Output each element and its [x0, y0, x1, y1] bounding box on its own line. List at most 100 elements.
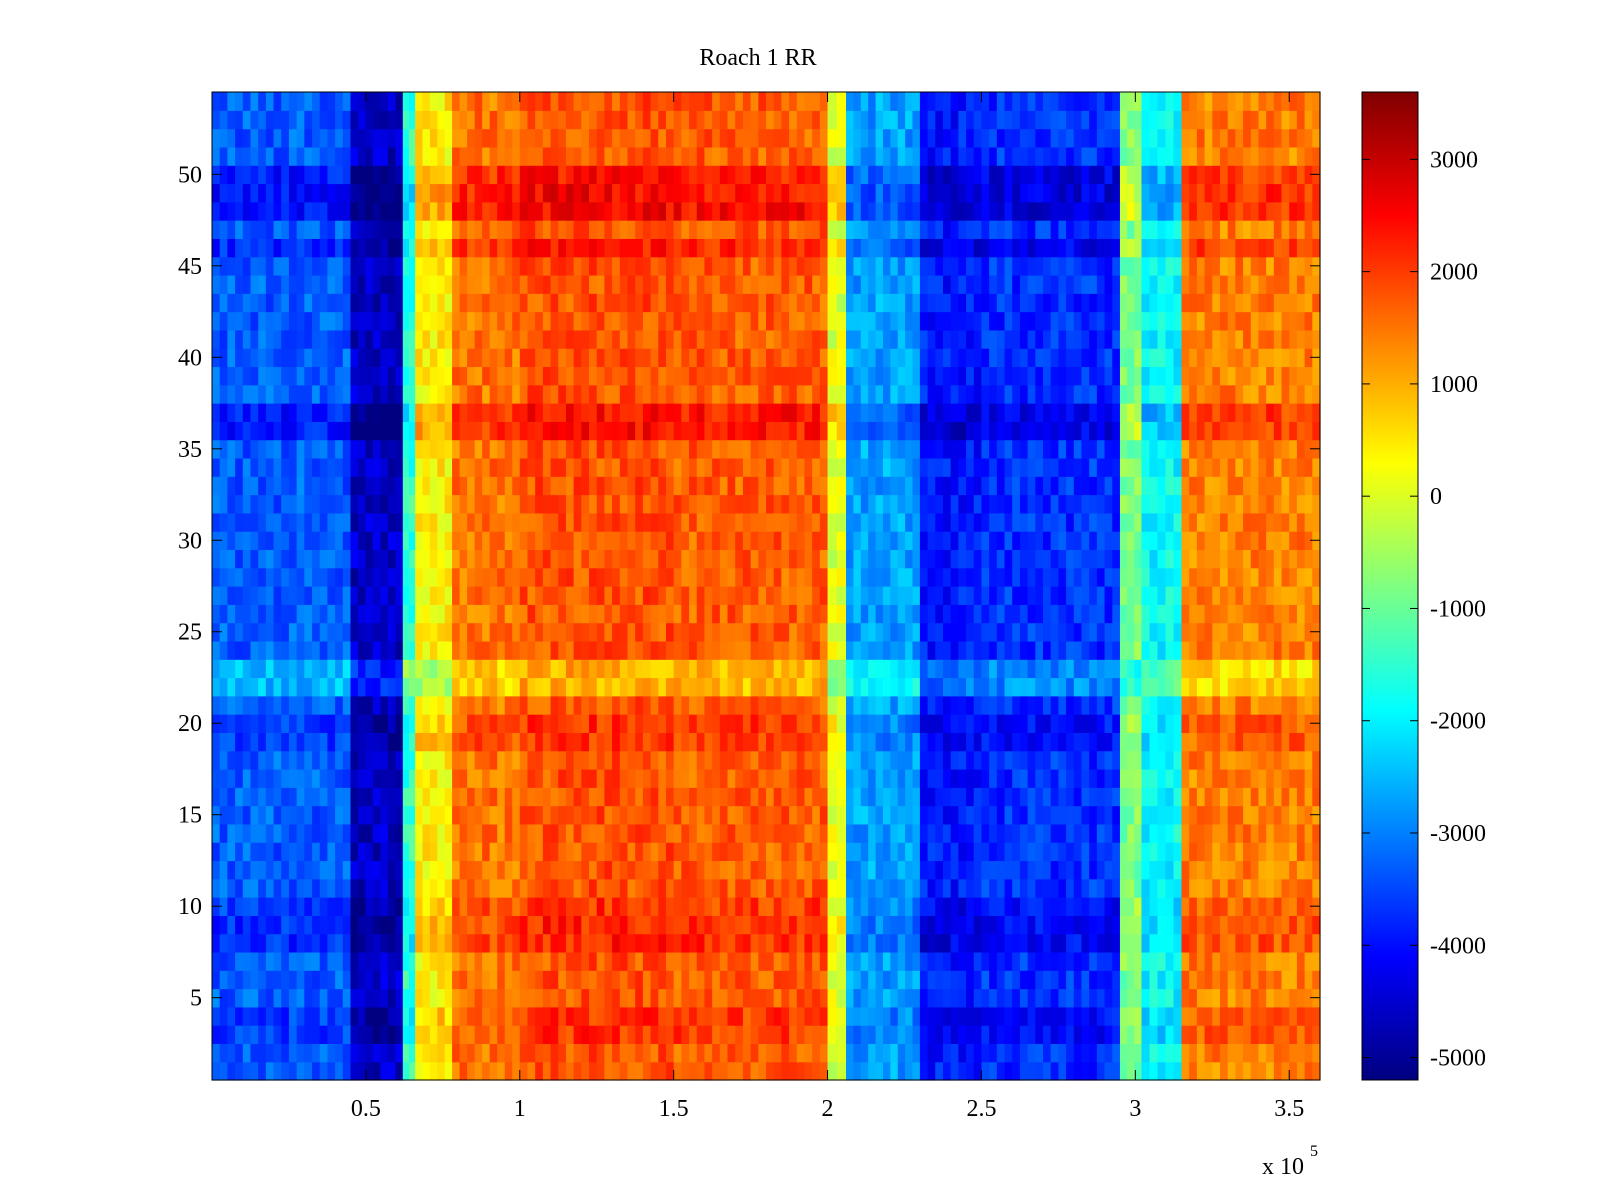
heatmap-cell — [342, 512, 352, 532]
heatmap-cell — [875, 695, 884, 715]
heatmap-cell — [1281, 512, 1290, 532]
heatmap-cell — [905, 860, 914, 880]
heatmap-cell — [1127, 988, 1135, 1008]
heatmap-cell — [860, 1061, 869, 1081]
heatmap-cell — [1196, 823, 1206, 843]
heatmap-cell — [489, 988, 498, 1008]
heatmap-cell — [1096, 531, 1106, 551]
heatmap-cell — [219, 805, 228, 825]
heatmap-cell — [897, 640, 906, 660]
heatmap-cell — [846, 640, 855, 660]
heatmap-cell — [1196, 915, 1206, 935]
heatmap-cell — [1127, 915, 1135, 935]
heatmap-cell — [1273, 915, 1283, 935]
heatmap-cell — [1189, 787, 1198, 807]
heatmap-cell — [1112, 549, 1121, 569]
heatmap-cell — [512, 951, 521, 971]
heatmap-cell — [1250, 915, 1260, 935]
heatmap-cell — [565, 659, 575, 679]
heatmap-cell — [242, 878, 252, 898]
heatmap-cell — [1004, 476, 1013, 496]
heatmap-cell — [372, 787, 381, 807]
heatmap-cell — [1050, 842, 1059, 862]
heatmap-cell — [489, 640, 498, 660]
heatmap-cell — [804, 695, 813, 715]
heatmap-cell — [429, 677, 438, 697]
heatmap-cell — [1073, 787, 1083, 807]
heatmap-cell — [1304, 988, 1313, 1008]
heatmap-cell — [958, 586, 967, 605]
heatmap-cell — [1141, 1025, 1151, 1045]
heatmap-cell — [395, 1061, 404, 1081]
heatmap-cell — [550, 714, 559, 733]
heatmap-cell — [846, 494, 855, 514]
heatmap-cell — [1235, 750, 1244, 770]
heatmap-cell — [1219, 951, 1229, 971]
heatmap-cell — [758, 640, 767, 660]
heatmap-cell — [812, 1043, 821, 1063]
heatmap-cell — [342, 1043, 352, 1063]
heatmap-cell — [1266, 1061, 1275, 1081]
heatmap-cell — [1250, 951, 1260, 971]
heatmap-cell — [1027, 604, 1036, 624]
heatmap-cell — [853, 787, 862, 807]
heatmap-cell — [927, 897, 936, 916]
heatmap-cell — [727, 622, 736, 642]
heatmap-cell — [1050, 787, 1059, 807]
heatmap-cell — [273, 1025, 282, 1045]
heatmap-cell — [482, 512, 491, 532]
heatmap-cell — [519, 476, 529, 496]
heatmap-cell — [327, 457, 336, 477]
heatmap-cell — [665, 1006, 675, 1026]
heatmap-cell — [704, 659, 713, 679]
heatmap-cell — [565, 622, 575, 642]
heatmap-cell — [919, 988, 929, 1008]
heatmap-cell — [781, 951, 790, 971]
heatmap-cell — [989, 695, 998, 715]
heatmap-cell — [719, 970, 729, 990]
heatmap-cell — [689, 604, 698, 624]
heatmap-cell — [942, 494, 952, 514]
heatmap-cell — [573, 677, 582, 697]
heatmap-cell — [581, 494, 590, 514]
heatmap-cell — [719, 823, 729, 843]
heatmap-cell — [372, 933, 381, 953]
heatmap-cell — [357, 897, 367, 916]
heatmap-cell — [519, 586, 529, 605]
heatmap-cell — [1081, 567, 1090, 587]
heatmap-cell — [812, 970, 821, 990]
heatmap-cell — [1273, 1061, 1283, 1081]
heatmap-cell — [1281, 659, 1290, 679]
heatmap-cell — [860, 897, 869, 916]
heatmap-cell — [258, 531, 267, 551]
heatmap-cell — [335, 732, 344, 752]
heatmap-cell — [415, 439, 424, 459]
heatmap-cell — [1304, 476, 1313, 496]
heatmap-cell — [312, 439, 321, 459]
heatmap-cell — [1189, 476, 1198, 496]
heatmap-cell — [882, 732, 891, 752]
heatmap-cell — [1304, 1061, 1313, 1081]
heatmap-cell — [474, 457, 483, 477]
heatmap-cell — [1304, 531, 1313, 551]
heatmap-cell — [1119, 640, 1128, 660]
heatmap-cell — [1141, 951, 1151, 971]
heatmap-cell — [281, 714, 290, 733]
heatmap-cell — [1243, 586, 1252, 605]
heatmap-cell — [535, 677, 544, 697]
heatmap-cell — [365, 476, 374, 496]
heatmap-cell — [981, 1006, 990, 1026]
heatmap-cell — [474, 512, 483, 532]
heatmap-cell — [535, 1043, 544, 1063]
heatmap-cell — [853, 768, 862, 788]
heatmap-cell — [535, 915, 544, 935]
heatmap-cell — [387, 476, 396, 496]
heatmap-cell — [1089, 1043, 1098, 1063]
heatmap-cell — [212, 604, 221, 624]
heatmap-cell — [750, 787, 759, 807]
heatmap-cell — [304, 988, 313, 1008]
heatmap-cell — [558, 951, 567, 971]
heatmap-cell — [927, 549, 936, 569]
heatmap-cell — [565, 476, 575, 496]
heatmap-cell — [1073, 457, 1083, 477]
